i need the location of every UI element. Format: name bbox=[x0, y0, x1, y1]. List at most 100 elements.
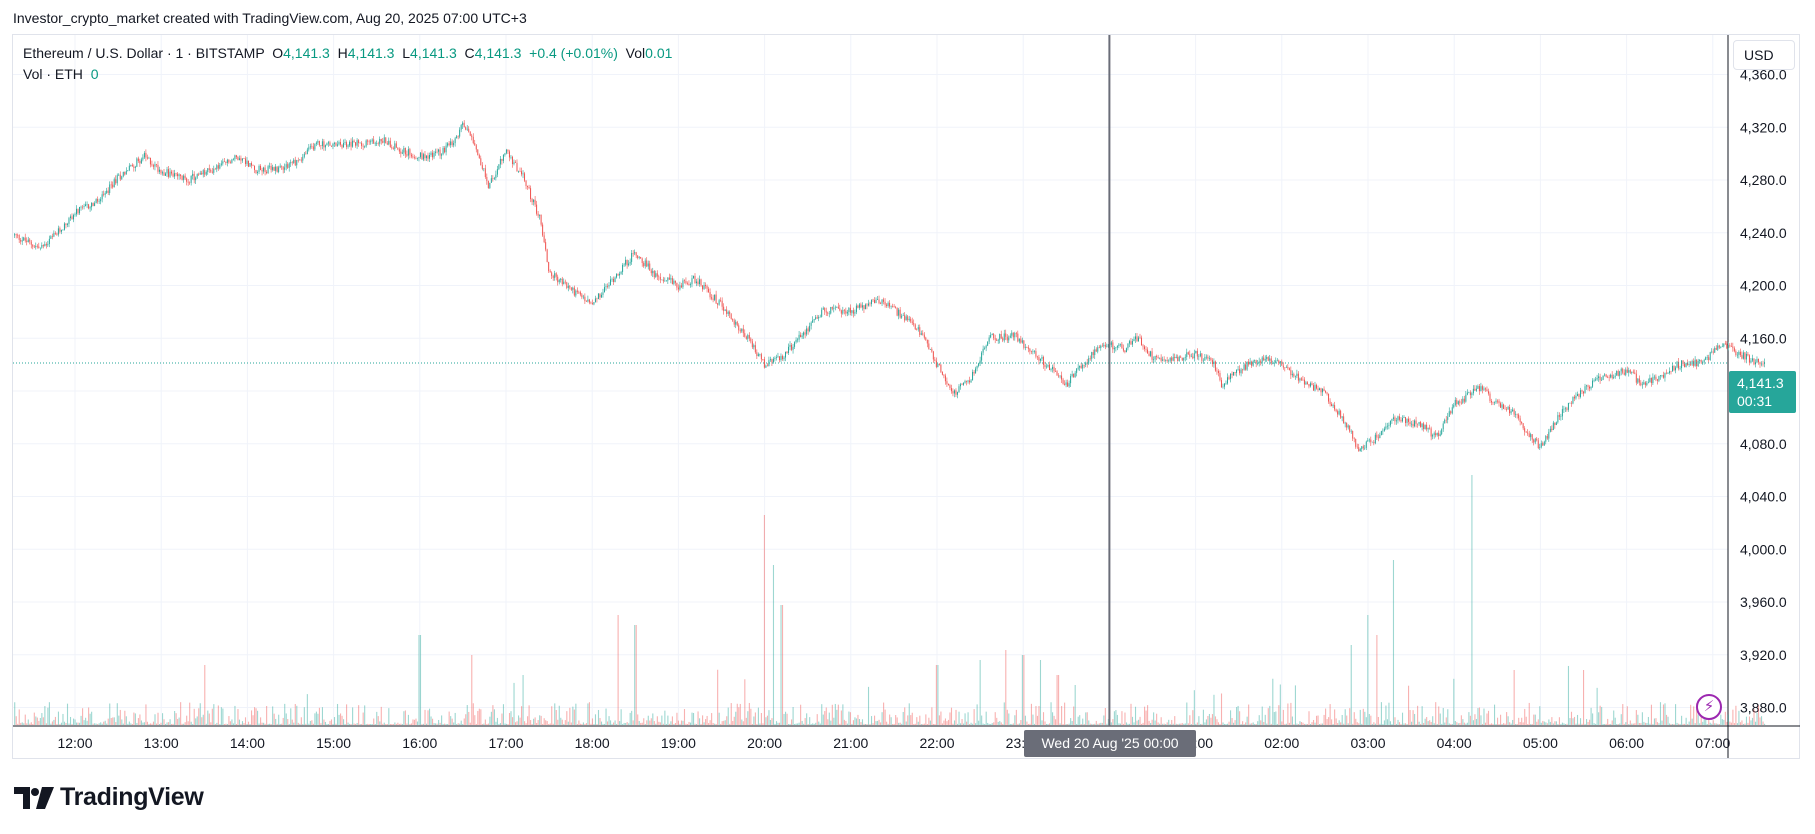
volume-bar bbox=[427, 710, 429, 725]
volume-bar bbox=[1545, 722, 1547, 725]
candle-body bbox=[335, 142, 337, 146]
volume-bar bbox=[98, 723, 100, 725]
volume-bar bbox=[941, 723, 943, 725]
candle-body bbox=[17, 234, 19, 236]
candle-body bbox=[1386, 425, 1388, 427]
candle-body bbox=[489, 182, 491, 189]
volume-bar bbox=[824, 711, 826, 725]
candle-body bbox=[1101, 345, 1103, 347]
candles bbox=[14, 120, 1766, 452]
candle-body bbox=[567, 285, 569, 288]
volume-bar bbox=[330, 719, 333, 725]
candle-body bbox=[664, 280, 666, 282]
volume-bar bbox=[1620, 714, 1622, 725]
volume-bar bbox=[1015, 709, 1017, 725]
candle-body bbox=[287, 164, 289, 168]
volume-bar bbox=[1128, 723, 1131, 725]
candle-body bbox=[1252, 361, 1254, 366]
candle-body bbox=[1711, 351, 1713, 353]
candle-body bbox=[1005, 333, 1007, 337]
candle-body bbox=[1442, 423, 1444, 430]
candle-body bbox=[1424, 424, 1426, 430]
candle-body bbox=[26, 240, 28, 243]
candle-body bbox=[599, 293, 601, 298]
volume-bar bbox=[1718, 724, 1720, 725]
volume-bar bbox=[439, 722, 441, 725]
candle-body bbox=[914, 324, 916, 330]
volume-bar bbox=[216, 722, 218, 725]
volume-bar bbox=[1334, 709, 1336, 725]
volume-bar bbox=[1650, 704, 1652, 725]
volume-bar bbox=[92, 723, 94, 725]
volume-bar bbox=[1626, 706, 1628, 725]
candle-body bbox=[781, 355, 783, 360]
volume-bar bbox=[1569, 718, 1571, 725]
volume-bar bbox=[231, 719, 233, 725]
candle-body bbox=[1309, 383, 1311, 387]
volume-bar bbox=[407, 714, 409, 725]
volume-bar bbox=[1592, 713, 1594, 725]
candle-body bbox=[932, 351, 934, 360]
candle-body bbox=[154, 164, 156, 167]
symbol-label[interactable]: Ethereum / U.S. Dollar · 1 · BITSTAMP bbox=[23, 45, 265, 61]
volume-bar bbox=[1676, 722, 1678, 725]
volume-bar bbox=[1226, 723, 1229, 725]
candle-body bbox=[990, 334, 992, 338]
candle-body bbox=[973, 371, 975, 374]
volume-bar bbox=[1074, 685, 1076, 725]
logo-text: TradingView bbox=[60, 783, 204, 811]
candle-body bbox=[66, 223, 68, 225]
candle-body bbox=[145, 153, 147, 158]
candle-body bbox=[718, 300, 720, 305]
volume-bar bbox=[168, 722, 170, 725]
candle-body bbox=[213, 168, 215, 173]
volume-bar bbox=[1192, 710, 1194, 725]
candle-body bbox=[76, 208, 78, 215]
candle-body bbox=[1239, 369, 1241, 374]
volume-bar bbox=[1417, 705, 1419, 725]
candle-body bbox=[997, 339, 999, 341]
candle-body bbox=[1754, 362, 1756, 365]
candle-body bbox=[640, 256, 642, 259]
volume-bar bbox=[404, 710, 406, 725]
candle-body bbox=[828, 313, 830, 315]
volume-bar bbox=[47, 707, 49, 725]
volume-bar bbox=[852, 720, 854, 725]
candle-body bbox=[175, 173, 177, 174]
candle-body bbox=[189, 182, 191, 184]
candle-body bbox=[1288, 368, 1290, 371]
candle-body bbox=[1119, 343, 1121, 345]
candle-body bbox=[1668, 371, 1670, 374]
volume-bar bbox=[1442, 707, 1444, 725]
volume-bar bbox=[1174, 716, 1176, 725]
candle-body bbox=[602, 292, 604, 295]
candle-body bbox=[563, 281, 565, 285]
volume-bar bbox=[445, 723, 447, 725]
candle-body bbox=[614, 277, 616, 282]
volume-bar bbox=[158, 723, 161, 725]
candle-body bbox=[1328, 393, 1330, 402]
candle-body bbox=[1172, 357, 1174, 361]
candle-body bbox=[1141, 337, 1143, 346]
volume-bar bbox=[617, 615, 619, 725]
currency-button[interactable]: USD bbox=[1733, 40, 1795, 70]
candle-body bbox=[1214, 361, 1216, 371]
volume-bar bbox=[629, 712, 631, 725]
candle-body bbox=[525, 180, 527, 187]
candle-body bbox=[1497, 400, 1499, 402]
candle-body bbox=[1444, 419, 1446, 424]
volume-series-label[interactable]: Vol · ETH bbox=[23, 66, 83, 82]
volume-bar bbox=[1284, 723, 1286, 725]
volume-bar bbox=[1204, 722, 1206, 725]
volume-bar bbox=[1323, 714, 1325, 725]
volume-bar bbox=[1076, 723, 1078, 725]
candle-body bbox=[1557, 415, 1559, 423]
candle-body bbox=[656, 273, 658, 277]
lightning-icon[interactable]: ⚡ bbox=[1696, 694, 1722, 720]
volume-bar bbox=[1554, 721, 1556, 725]
volume-bar bbox=[1745, 716, 1748, 725]
tradingview-logo[interactable]: TradingView bbox=[14, 783, 204, 812]
candle-body bbox=[840, 310, 842, 314]
candle-body bbox=[1052, 366, 1054, 370]
